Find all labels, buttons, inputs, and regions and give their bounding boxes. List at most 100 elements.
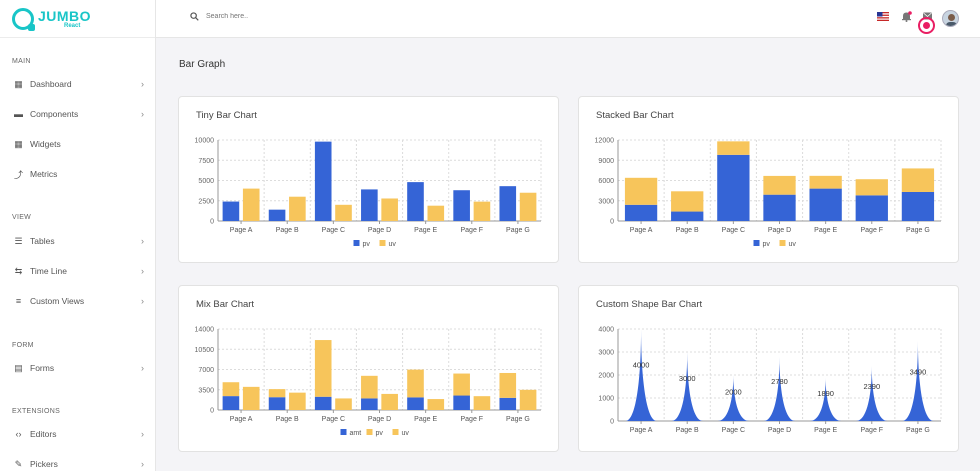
y-tick-label: 3000 — [598, 350, 614, 357]
bar-amt — [407, 397, 424, 410]
sidebar-item-label: Custom Views — [30, 296, 85, 306]
y-tick-label: 2000 — [598, 373, 614, 380]
sidebar-item-pickers[interactable]: ✎ Pickers › — [0, 452, 156, 471]
y-tick-label: 10000 — [195, 138, 215, 145]
bar-pv — [717, 154, 750, 221]
sidebar-item-tables[interactable]: ☰ Tables › — [0, 229, 156, 253]
tiny-bar-chart: 0 2500 5000 7500 10000 Page A Page B Page C Page… — [195, 138, 542, 248]
x-tick-label: Page G — [506, 416, 530, 423]
form-icon: ▤ — [14, 362, 23, 373]
triangle-bar — [809, 377, 842, 421]
x-tick-label: Page D — [768, 427, 791, 434]
bar-amt — [499, 397, 517, 410]
legend-label: pv — [376, 430, 384, 437]
triangle-bar — [902, 340, 934, 421]
logo[interactable]: JUMBO React — [0, 0, 155, 38]
x-tick-label: Page E — [414, 227, 437, 234]
data-label: 4000 — [633, 361, 650, 370]
card-title: Mix Bar Chart — [196, 299, 255, 310]
x-tick-label: Page B — [676, 227, 699, 234]
bar-uv — [855, 179, 888, 196]
triangle-bar — [717, 375, 750, 421]
legend-swatch — [753, 240, 760, 246]
custom-shape-bar-chart: 0 1000 2000 3000 4000 Page A Page B Page C Page … — [598, 327, 942, 434]
sidebar-item-label: Time Line — [30, 266, 68, 276]
bar-uv — [289, 392, 306, 410]
search-icon[interactable] — [190, 12, 199, 21]
bar-uv — [809, 175, 842, 189]
mix-bar-chart-card: Mix Bar Chart 0 3500 7000 10500 14000 Page A P… — [178, 285, 559, 452]
legend-swatch — [779, 240, 786, 246]
sidebar-item-metrics[interactable]: ⤴ Metrics — [0, 162, 156, 186]
x-tick-label: Page E — [814, 227, 837, 234]
y-tick-label: 0 — [210, 219, 214, 226]
sidebar-item-label: Components — [30, 109, 79, 119]
triangle-bar — [671, 352, 703, 421]
timeline-icon: ⇆ — [14, 265, 23, 276]
x-tick-label: Page A — [230, 416, 253, 423]
y-tick-label: 14000 — [195, 327, 215, 334]
sidebar-item-label: Metrics — [30, 169, 58, 179]
triangle-bar — [763, 357, 796, 421]
bar-pv — [314, 141, 332, 221]
sidebar-item-custom-views[interactable]: ≡ Custom Views › — [0, 289, 156, 313]
search-box — [190, 12, 346, 21]
x-tick-label: Page A — [230, 227, 253, 234]
sidebar-item-label: Editors — [30, 429, 57, 439]
bar-uv — [427, 399, 445, 410]
bar-pv — [222, 201, 240, 221]
legend-swatch — [340, 429, 347, 435]
sidebar-item-time-line[interactable]: ⇆ Time Line › — [0, 259, 156, 283]
user-avatar-icon — [946, 14, 957, 26]
legend-swatch — [392, 429, 399, 435]
avatar[interactable] — [942, 10, 959, 27]
notification-bell-icon[interactable] — [901, 11, 912, 22]
sidebar-item-dashboard[interactable]: ▦ Dashboard › — [0, 72, 156, 96]
bar-pv — [499, 372, 517, 398]
sidebar-item-editors[interactable]: ‹› Editors › — [0, 422, 156, 446]
table-icon: ☰ — [14, 235, 23, 246]
bar-pv — [222, 382, 240, 397]
brush-icon: ✎ — [14, 458, 23, 469]
sidebar-item-forms[interactable]: ▤ Forms › — [0, 356, 156, 380]
chevron-right-icon: › — [141, 429, 144, 439]
triangle-bar — [856, 366, 888, 421]
bar-pv — [268, 209, 286, 221]
bar-amt — [268, 397, 286, 410]
y-tick-label: 0 — [610, 219, 614, 226]
brand-title: JUMBO — [38, 7, 92, 24]
x-tick-label: Page C — [322, 227, 345, 234]
bar-pv — [314, 340, 332, 397]
chevron-right-icon: › — [141, 236, 144, 246]
sidebar-item-label: Pickers — [30, 459, 58, 469]
y-tick-label: 10500 — [195, 347, 215, 354]
bar-pv — [453, 190, 470, 221]
bar-uv — [671, 191, 704, 212]
y-tick-label: 0 — [210, 408, 214, 415]
bar-pv — [407, 182, 424, 221]
nav-section-header: FORM — [12, 342, 34, 349]
x-tick-label: Page A — [630, 427, 653, 434]
search-input[interactable] — [206, 13, 346, 20]
sidebar-item-label: Tables — [30, 236, 55, 246]
x-tick-label: Page C — [722, 227, 745, 234]
y-tick-label: 4000 — [598, 327, 614, 334]
sidebar-item-label: Widgets — [30, 139, 61, 149]
bar-amt — [222, 396, 240, 410]
bar-amt — [361, 398, 378, 410]
data-label: 2000 — [725, 387, 742, 396]
nav-section-header: EXTENSIONS — [12, 408, 61, 415]
bar-uv — [519, 389, 537, 410]
data-label: 2390 — [863, 382, 880, 391]
us-flag-icon[interactable] — [877, 12, 889, 21]
tiny-bar-chart-card: Tiny Bar Chart 0 2500 5000 7500 10000 Page A P… — [178, 96, 559, 263]
sidebar-item-widgets[interactable]: ▦ Widgets — [0, 132, 156, 156]
bar-uv — [242, 386, 260, 410]
legend-label: pv — [763, 241, 771, 248]
sidebar-item-components[interactable]: ▬ Components › — [0, 102, 156, 126]
custom-shape-bar-chart-card: Custom Shape Bar Chart 0 1000 2000 3000 4000… — [578, 285, 959, 452]
data-label: 3000 — [679, 374, 696, 383]
y-tick-label: 12000 — [595, 138, 615, 145]
stacked-bar-chart: 0 3000 6000 9000 12000 Page A Page B Page C Page… — [595, 138, 942, 248]
bar-pv — [453, 373, 470, 396]
